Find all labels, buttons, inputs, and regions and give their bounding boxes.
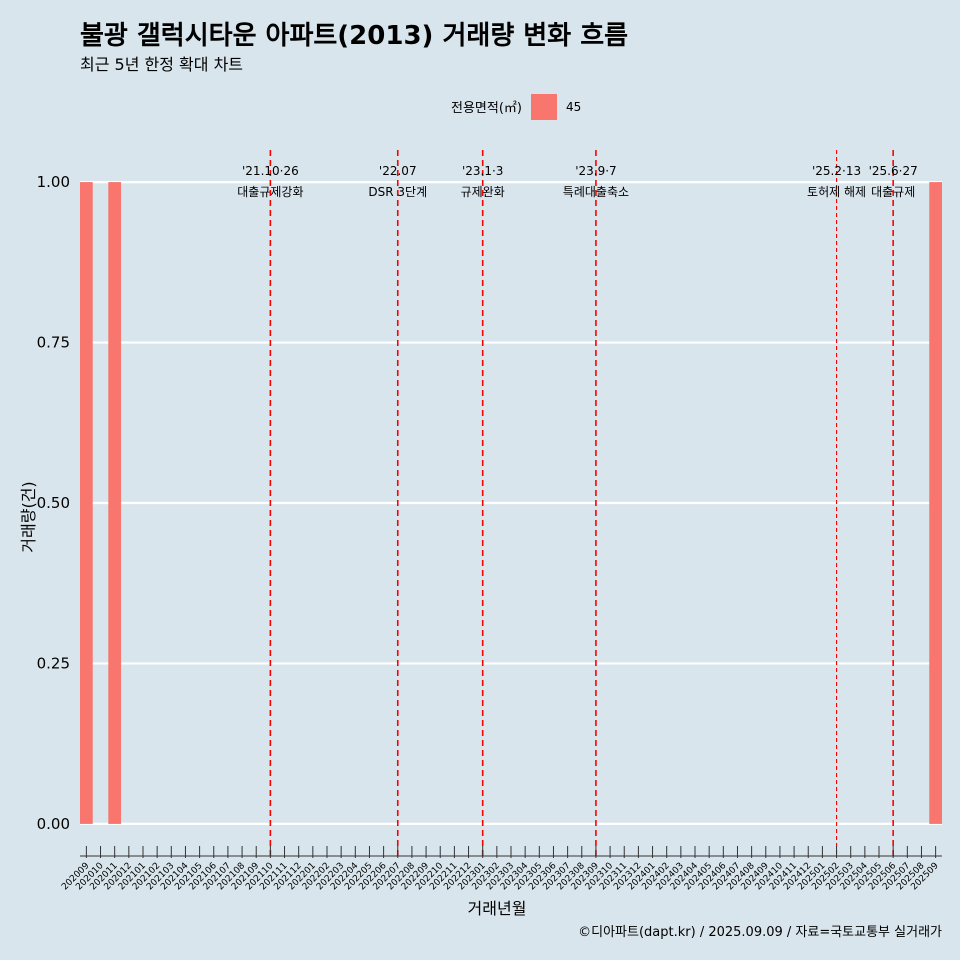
chart-subtitle: 최근 5년 한정 확대 차트 xyxy=(80,55,243,74)
y-axis-label: 거래량(건) xyxy=(19,481,38,552)
y-axis: 0.00 0.25 0.50 0.75 1.00 xyxy=(37,173,70,833)
legend-swatch xyxy=(531,94,557,120)
source-caption: ©디아파트(dapt.kr) / 2025.09.09 / 자료=국토교통부 실… xyxy=(578,925,942,940)
chart-title: 불광 갤럭시타운 아파트(2013) 거래량 변화 흐름 xyxy=(80,21,628,51)
x-axis: 2020092020102020112020122021012021022021… xyxy=(60,846,942,892)
event-label: 대출규제 xyxy=(871,185,915,199)
legend: 전용면적(㎡) 45 xyxy=(451,94,581,120)
event-label: 규제완화 xyxy=(461,185,505,199)
x-axis-label: 거래년월 xyxy=(468,899,527,918)
y-tick-label: 1.00 xyxy=(37,173,70,191)
bar-202009 xyxy=(80,182,93,824)
event-label: 토허제 해제 xyxy=(807,185,866,199)
legend-label: 45 xyxy=(566,100,581,114)
event-date: '22.07 xyxy=(379,164,417,178)
event-date: '21.10·26 xyxy=(242,164,299,178)
event-date: '25.6·27 xyxy=(869,164,918,178)
event-date: '23.9·7 xyxy=(575,164,616,178)
event-date: '25.2·13 xyxy=(812,164,861,178)
bar-202011 xyxy=(108,182,122,824)
y-tick-label: 0.25 xyxy=(37,654,70,672)
event-label: 대출규제강화 xyxy=(237,185,303,199)
legend-title: 전용면적(㎡) xyxy=(451,101,522,116)
event-label: DSR 3단계 xyxy=(368,185,427,199)
bars xyxy=(80,182,942,824)
y-tick-label: 0.50 xyxy=(37,494,70,512)
event-label: 특례대출축소 xyxy=(563,185,629,199)
y-tick-label: 0.75 xyxy=(37,334,70,352)
gridlines xyxy=(80,180,942,826)
y-tick-label: 0.00 xyxy=(37,815,70,833)
bar-202509 xyxy=(929,182,942,824)
annotations: '21.10·26 대출규제강화 '22.07 DSR 3단계 '23.1·3 규제완화 '… xyxy=(237,150,918,856)
event-date: '23.1·3 xyxy=(462,164,503,178)
